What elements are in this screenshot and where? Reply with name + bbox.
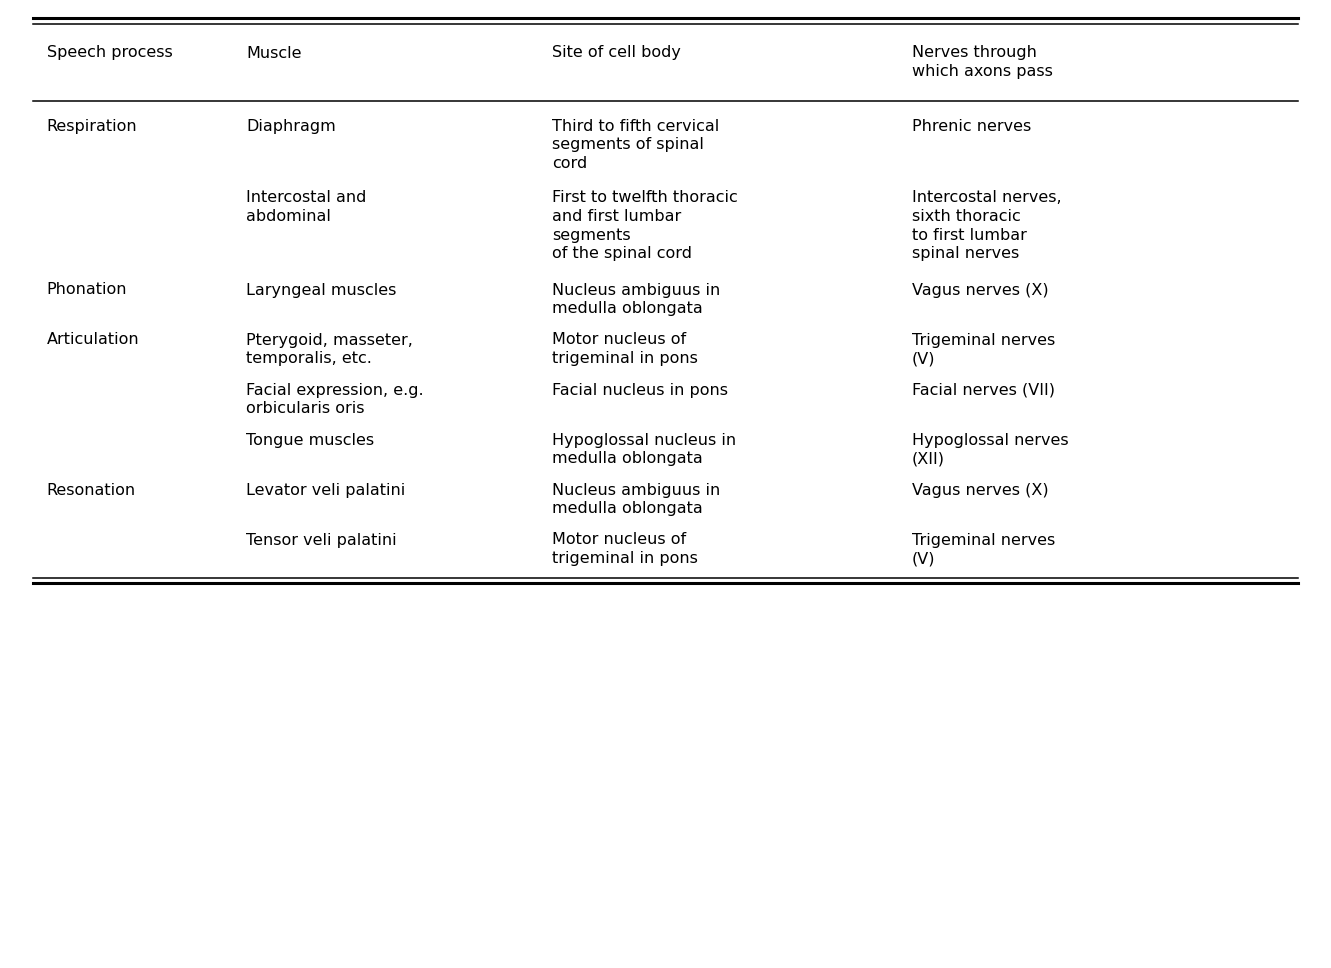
Text: Hypoglossal nerves
(XII): Hypoglossal nerves (XII) [912, 433, 1069, 467]
Text: Vagus nerves (X): Vagus nerves (X) [912, 482, 1049, 498]
Text: Tongue muscles: Tongue muscles [246, 433, 374, 447]
Text: Tensor veli palatini: Tensor veli palatini [246, 532, 397, 548]
Text: Diaphragm: Diaphragm [246, 118, 335, 134]
Text: Intercostal nerves,
sixth thoracic
to first lumbar
spinal nerves: Intercostal nerves, sixth thoracic to fi… [912, 191, 1061, 261]
Text: Intercostal and
abdominal: Intercostal and abdominal [246, 191, 366, 225]
Text: Trigeminal nerves
(V): Trigeminal nerves (V) [912, 332, 1055, 366]
Text: Trigeminal nerves
(V): Trigeminal nerves (V) [912, 532, 1055, 566]
Text: Phrenic nerves: Phrenic nerves [912, 118, 1032, 134]
Text: Muscle: Muscle [246, 45, 302, 60]
Text: Speech process: Speech process [47, 45, 172, 60]
Text: Laryngeal muscles: Laryngeal muscles [246, 283, 397, 297]
Text: Vagus nerves (X): Vagus nerves (X) [912, 283, 1049, 297]
Text: Third to fifth cervical
segments of spinal
cord: Third to fifth cervical segments of spin… [552, 118, 720, 170]
Text: Nucleus ambiguus in
medulla oblongata: Nucleus ambiguus in medulla oblongata [552, 283, 720, 317]
Text: Motor nucleus of
trigeminal in pons: Motor nucleus of trigeminal in pons [552, 332, 699, 366]
Text: Facial nucleus in pons: Facial nucleus in pons [552, 382, 728, 398]
Text: Nucleus ambiguus in
medulla oblongata: Nucleus ambiguus in medulla oblongata [552, 482, 720, 516]
Text: Hypoglossal nucleus in
medulla oblongata: Hypoglossal nucleus in medulla oblongata [552, 433, 736, 467]
Text: Levator veli palatini: Levator veli palatini [246, 482, 406, 498]
Text: Pterygoid, masseter,
temporalis, etc.: Pterygoid, masseter, temporalis, etc. [246, 332, 413, 366]
Text: Site of cell body: Site of cell body [552, 45, 681, 60]
Text: Articulation: Articulation [47, 332, 140, 348]
Text: Facial expression, e.g.
orbicularis oris: Facial expression, e.g. orbicularis oris [246, 382, 423, 416]
Text: Nerves through
which axons pass: Nerves through which axons pass [912, 45, 1053, 79]
Text: Resonation: Resonation [47, 482, 136, 498]
Text: Facial nerves (VII): Facial nerves (VII) [912, 382, 1054, 398]
Text: Phonation: Phonation [47, 283, 126, 297]
Text: First to twelfth thoracic
and first lumbar
segments
of the spinal cord: First to twelfth thoracic and first lumb… [552, 191, 739, 261]
Text: Motor nucleus of
trigeminal in pons: Motor nucleus of trigeminal in pons [552, 532, 699, 566]
Text: Respiration: Respiration [47, 118, 137, 134]
